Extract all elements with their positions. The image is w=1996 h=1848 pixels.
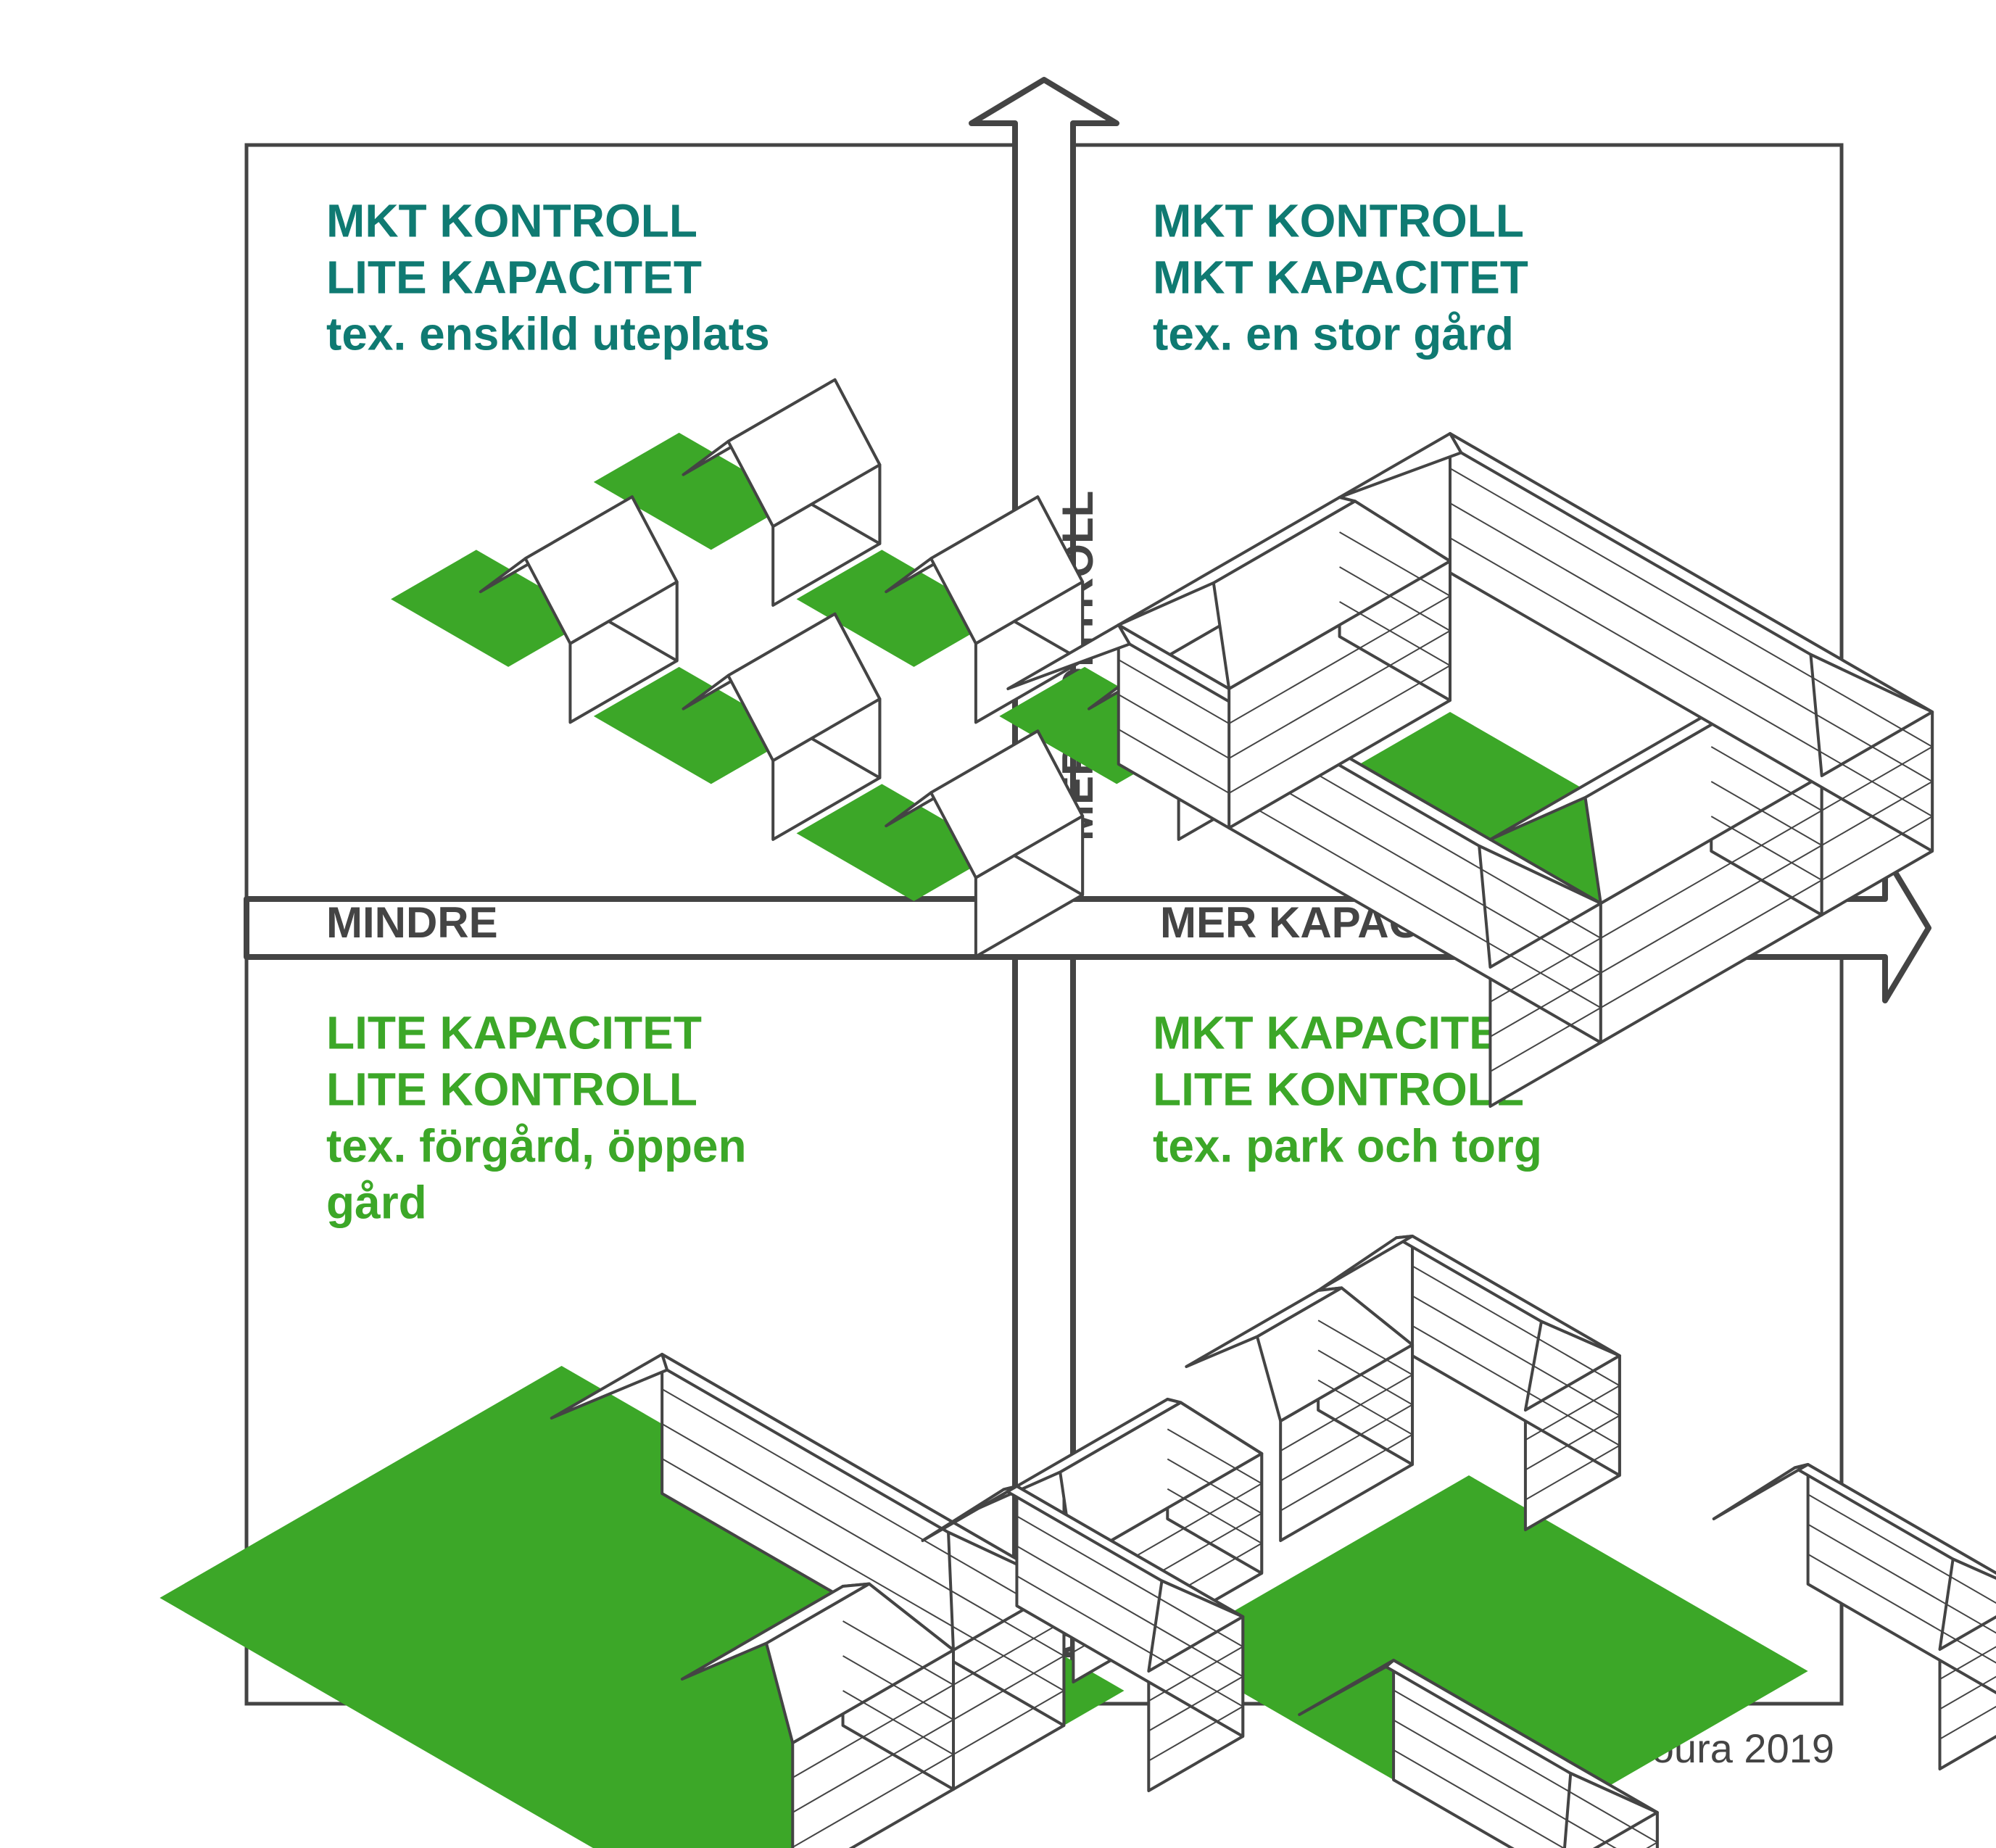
quad-bottom_left-line4: gård	[326, 1176, 427, 1228]
illus-park	[923, 1236, 1996, 1848]
quad-top_right-line1: MKT KONTROLL	[1153, 194, 1524, 246]
quadrant-diagram: MINDREMER KAPACITETMER KONTROLLMINDREMKT…	[0, 0, 1996, 1848]
quad-bottom_left-line1: LITE KAPACITET	[326, 1006, 702, 1058]
quad-top_right-line3: tex. en stor gård	[1153, 307, 1514, 360]
axis-label-left: MINDRE	[326, 898, 498, 947]
quad-bottom_right-line2: LITE KONTROLL	[1153, 1063, 1524, 1115]
illus-forecourt	[160, 1354, 1124, 1848]
illus-courtyard	[1008, 434, 1932, 1106]
quad-bottom_left-line2: LITE KONTROLL	[326, 1063, 697, 1115]
quad-top_left-line2: LITE KAPACITET	[326, 251, 702, 303]
quad-top_right-line2: MKT KAPACITET	[1153, 251, 1528, 303]
quad-top_left-line1: MKT KONTROLL	[326, 194, 697, 246]
quad-bottom_right-line3: tex. park och torg	[1153, 1119, 1542, 1172]
quad-top_left-line3: tex. enskild uteplats	[326, 307, 770, 360]
quad-bottom_right-line1: MKT KAPACITET	[1153, 1006, 1528, 1058]
quad-bottom_left-line3: tex. förgård, öppen	[326, 1119, 747, 1172]
